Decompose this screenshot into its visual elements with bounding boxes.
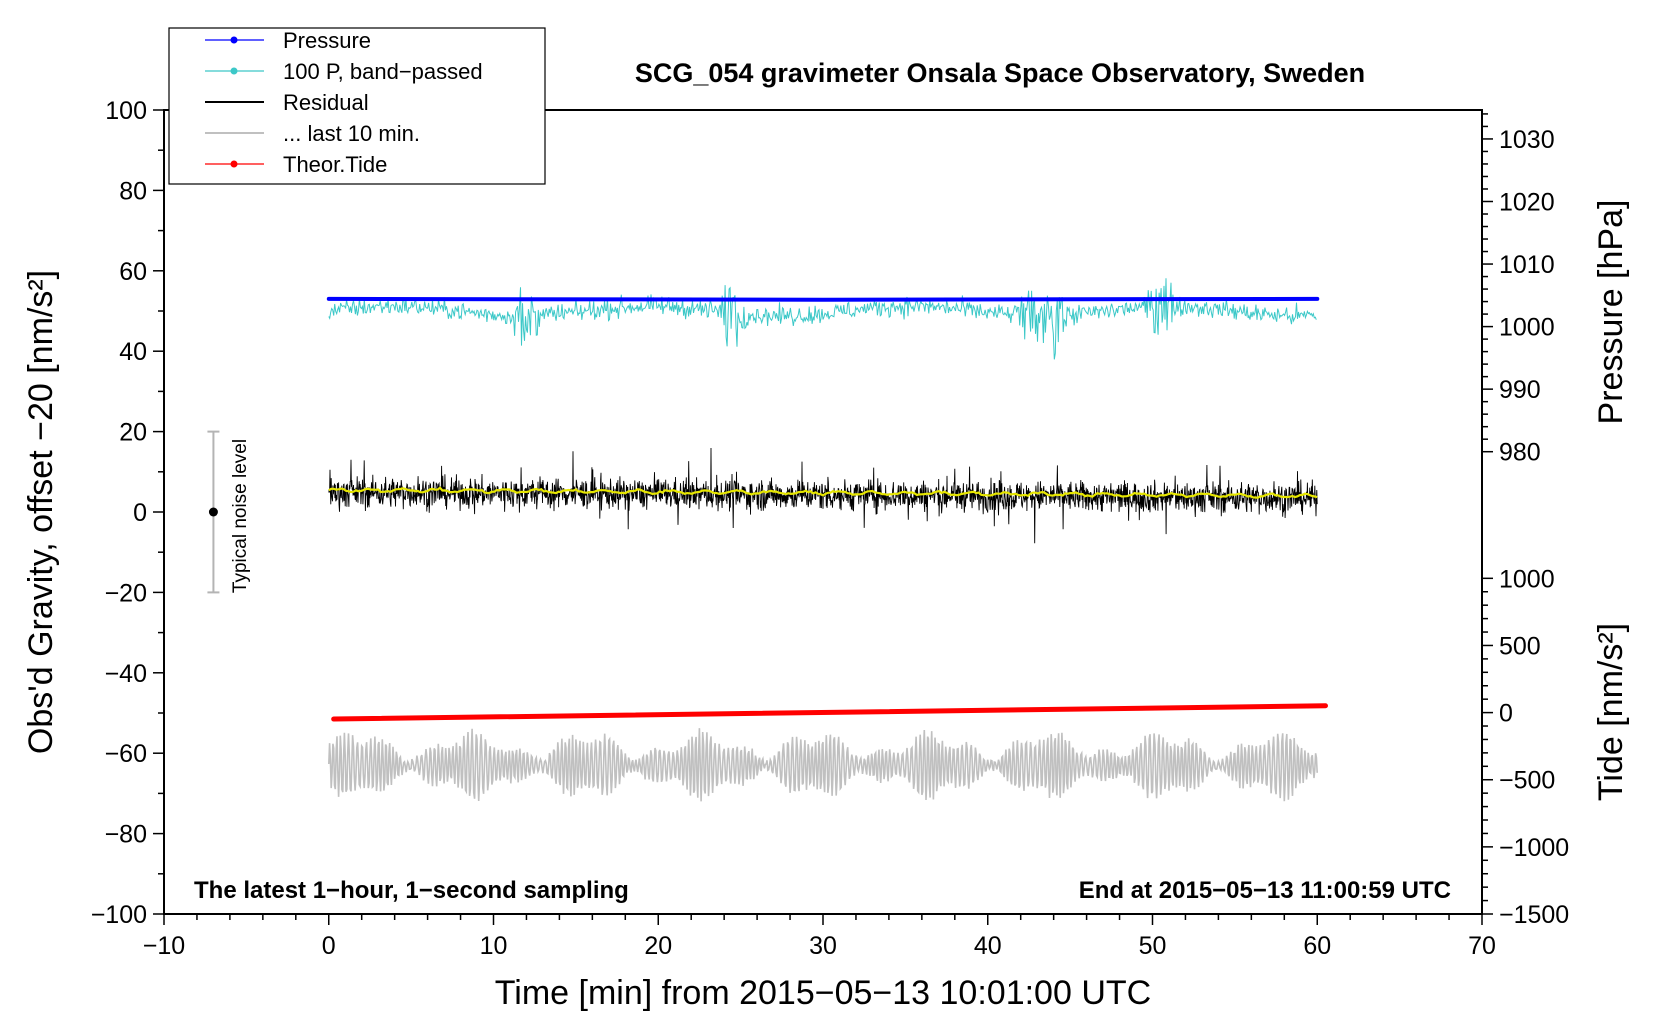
x-tick-label: 50 bbox=[1139, 932, 1167, 960]
tide-tick-label: −1000 bbox=[1499, 834, 1569, 862]
tide-tick-label: −1500 bbox=[1499, 901, 1569, 929]
series-layer bbox=[326, 278, 1328, 802]
tide-tick-label: 0 bbox=[1499, 700, 1513, 728]
x-tick-label: 20 bbox=[644, 932, 672, 960]
noise-bar-center-dot bbox=[208, 507, 218, 517]
series-band-passed-pressure bbox=[328, 278, 1317, 360]
legend-swatch-dot bbox=[230, 36, 238, 44]
chart-title: SCG_054 gravimeter Onsala Space Observat… bbox=[635, 58, 1365, 88]
legend-label-band-passed: 100 P, band−passed bbox=[283, 59, 483, 84]
y-axis-left-title: Obs'd Gravity, offset −20 [nm/s²] bbox=[22, 270, 60, 754]
y-tick-label: −80 bbox=[105, 821, 147, 849]
tide-tick-label: −500 bbox=[1499, 767, 1555, 795]
y-axis-pressure-title: Pressure [hPa] bbox=[1592, 200, 1630, 425]
y-tick-label: −20 bbox=[105, 579, 147, 607]
x-tick-label: 40 bbox=[974, 932, 1002, 960]
series-pressure bbox=[326, 296, 1320, 302]
y-tick-label: −60 bbox=[105, 740, 147, 768]
y-tick-label: −100 bbox=[91, 901, 147, 929]
series-residual-smoothed bbox=[328, 486, 1318, 499]
legend-swatch-dot bbox=[230, 67, 238, 75]
annotation-sampling: The latest 1−hour, 1−second sampling bbox=[194, 877, 629, 904]
x-tick-label: 70 bbox=[1468, 932, 1496, 960]
y-axis-tide: −1500 −1000 −500 0 500 1000 bbox=[1482, 565, 1569, 929]
pressure-tick-label: 990 bbox=[1499, 376, 1541, 404]
y-axis-pressure: 980 990 1000 1010 1020 1030 bbox=[1482, 113, 1555, 467]
noise-bar bbox=[207, 430, 220, 594]
legend: Pressure 100 P, band−passed Residual ...… bbox=[168, 27, 546, 185]
x-axis: −10 0 10 20 30 40 50 60 70 bbox=[143, 914, 1496, 960]
y-tick-label: 100 bbox=[105, 97, 147, 125]
x-tick-label: −10 bbox=[143, 932, 185, 960]
pressure-tick-label: 980 bbox=[1499, 439, 1541, 467]
noise-bar-label: Typical noise level bbox=[230, 439, 251, 593]
legend-swatch-dot bbox=[230, 160, 238, 168]
y-axis-tide-title: Tide [nm/s²] bbox=[1592, 623, 1630, 801]
pressure-tick-label: 1020 bbox=[1499, 188, 1555, 216]
y-tick-label: 80 bbox=[119, 177, 147, 205]
legend-label-theor-tide: Theor.Tide bbox=[283, 152, 387, 177]
x-tick-label: 30 bbox=[809, 932, 837, 960]
legend-label-residual: Residual bbox=[283, 90, 369, 115]
y-tick-label: 60 bbox=[119, 258, 147, 286]
y-tick-label: 20 bbox=[119, 419, 147, 447]
pressure-tick-label: 1030 bbox=[1499, 126, 1555, 154]
annotation-end-time: End at 2015−05−13 11:00:59 UTC bbox=[1079, 877, 1451, 904]
x-tick-label: 0 bbox=[322, 932, 336, 960]
legend-box bbox=[168, 27, 546, 185]
y-axis-left: −100 −80 −60 −40 −20 0 20 40 60 80 100 bbox=[91, 97, 164, 929]
legend-label-last-10-min: ... last 10 min. bbox=[283, 121, 420, 146]
pressure-tick-label: 1000 bbox=[1499, 314, 1555, 342]
y-tick-label: 0 bbox=[133, 499, 147, 527]
legend-label-pressure: Pressure bbox=[283, 28, 371, 53]
x-tick-label: 10 bbox=[480, 932, 508, 960]
tide-tick-label: 1000 bbox=[1499, 565, 1555, 593]
x-axis-title: Time [min] from 2015−05−13 10:01:00 UTC bbox=[495, 974, 1151, 1012]
pressure-tick-label: 1010 bbox=[1499, 251, 1555, 279]
series-theor-tide bbox=[331, 703, 1328, 722]
y-tick-label: 40 bbox=[119, 338, 147, 366]
y-tick-label: −40 bbox=[105, 660, 147, 688]
series-last-10-min bbox=[328, 728, 1318, 802]
x-tick-label: 60 bbox=[1303, 932, 1331, 960]
tide-tick-label: 500 bbox=[1499, 632, 1541, 660]
